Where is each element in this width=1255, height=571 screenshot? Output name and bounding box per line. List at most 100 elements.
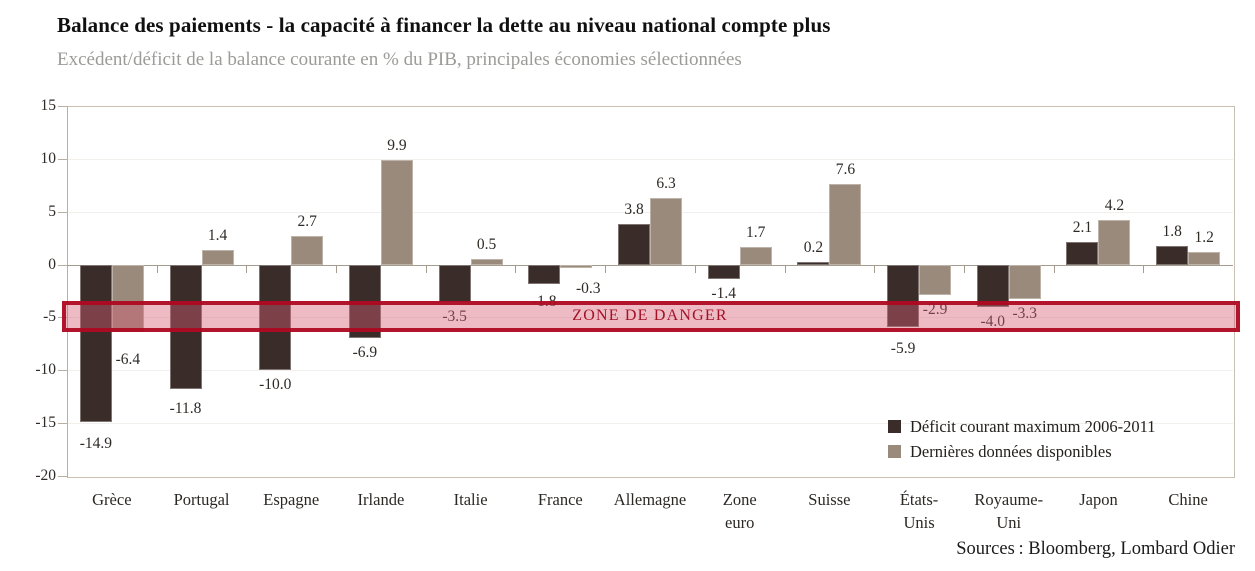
legend-label: Dernières données disponibles bbox=[910, 441, 1112, 461]
legend-swatch-dark-icon bbox=[888, 420, 901, 433]
bar bbox=[707, 264, 740, 280]
bar-value-label: 1.2 bbox=[1194, 228, 1214, 246]
y-axis-tick-label: -20 bbox=[35, 467, 56, 484]
bar-value-label: -3.5 bbox=[442, 307, 467, 325]
bar-value-label: -4.0 bbox=[980, 312, 1006, 330]
x-axis-category-label: Italie bbox=[453, 490, 488, 509]
bar bbox=[291, 236, 324, 265]
y-axis-tick-label: 5 bbox=[48, 202, 56, 220]
y-axis-tick bbox=[58, 158, 67, 160]
y-axis-tick bbox=[58, 106, 67, 107]
bar-value-label: -6.4 bbox=[115, 351, 141, 369]
x-axis-tick bbox=[694, 265, 696, 273]
y-axis-tick-label: 15 bbox=[40, 97, 57, 114]
x-axis-category-label: Royaume- Uni bbox=[974, 490, 1044, 532]
gridline bbox=[67, 158, 1233, 160]
danger-zone-label: ZONE DE DANGER bbox=[572, 307, 728, 325]
bar bbox=[79, 264, 112, 423]
bar bbox=[528, 264, 561, 284]
bar-value-label: -6.9 bbox=[352, 343, 378, 361]
legend: Déficit courant maximum 2006-2011 Derniè… bbox=[888, 414, 1155, 464]
chart-subtitle: Excédent/déficit de la balance courante … bbox=[57, 49, 742, 70]
y-axis-tick-label: 10 bbox=[40, 149, 57, 167]
bar-value-label: 0.5 bbox=[476, 236, 497, 254]
zero-baseline bbox=[67, 264, 1233, 266]
x-axis-category-label: Portugal bbox=[173, 490, 230, 509]
y-axis-tick-label: -5 bbox=[43, 308, 56, 326]
danger-zone-band bbox=[62, 300, 1240, 333]
x-axis-tick bbox=[156, 265, 158, 273]
bar-value-label: -3.3 bbox=[1012, 305, 1038, 323]
x-axis-tick bbox=[874, 265, 876, 273]
x-axis-tick bbox=[425, 265, 427, 273]
bar bbox=[259, 264, 292, 371]
bar-value-label: 1.4 bbox=[207, 226, 228, 244]
y-axis-tick-label: 0 bbox=[48, 255, 56, 273]
bar bbox=[618, 224, 650, 265]
bar-value-label: -2.9 bbox=[922, 301, 948, 319]
bar-value-label: -11.8 bbox=[169, 400, 202, 418]
x-axis-category-label: Irlande bbox=[357, 490, 405, 509]
bar bbox=[1188, 251, 1221, 265]
legend-item-deficit: Déficit courant maximum 2006-2011 bbox=[888, 414, 1155, 439]
bar-value-label: 2.7 bbox=[297, 213, 317, 231]
x-axis-category-label: Allemagne bbox=[613, 490, 687, 509]
bar bbox=[739, 246, 772, 265]
bar bbox=[438, 264, 471, 302]
bar-value-label: 0.2 bbox=[803, 239, 824, 257]
bar bbox=[380, 159, 413, 265]
bar bbox=[1066, 242, 1099, 265]
bar-value-label: -5.9 bbox=[890, 339, 916, 357]
bar-value-label: 1.8 bbox=[1162, 222, 1182, 240]
plot-area bbox=[67, 106, 1235, 478]
bar bbox=[976, 264, 1009, 307]
y-axis-tick bbox=[58, 423, 67, 425]
bar-value-label: 4.2 bbox=[1104, 197, 1125, 215]
bar-value-label: 6.3 bbox=[656, 174, 676, 192]
x-axis-tick bbox=[1143, 265, 1145, 273]
bar-value-label: -1.4 bbox=[711, 285, 736, 303]
y-axis-tick bbox=[58, 370, 67, 372]
x-axis-category-label: Zone euro bbox=[722, 490, 757, 532]
y-axis-tick bbox=[58, 476, 67, 477]
bar-value-label: -10.0 bbox=[259, 376, 292, 394]
legend-item-latest: Dernières données disponibles bbox=[888, 439, 1155, 464]
bar-value-label: -14.9 bbox=[79, 435, 112, 453]
bar-value-label: 7.6 bbox=[835, 161, 856, 179]
bar bbox=[887, 264, 920, 327]
bar-value-label: 3.8 bbox=[624, 201, 644, 219]
y-axis-tick-label: -15 bbox=[35, 414, 56, 432]
x-axis-tick bbox=[246, 265, 248, 273]
legend-label: Déficit courant maximum 2006-2011 bbox=[910, 416, 1156, 436]
bar-value-label: 1.7 bbox=[746, 223, 766, 241]
x-axis-tick bbox=[336, 265, 338, 273]
bar bbox=[1156, 245, 1189, 265]
legend-swatch-tan-icon bbox=[888, 445, 901, 458]
x-axis-tick bbox=[784, 265, 786, 273]
bar-value-label: 2.1 bbox=[1072, 219, 1093, 237]
bar bbox=[169, 264, 202, 390]
bar-value-label: -0.3 bbox=[576, 279, 601, 297]
x-axis-category-label: Espagne bbox=[263, 490, 320, 509]
bar bbox=[201, 249, 234, 265]
x-axis-tick bbox=[605, 265, 607, 273]
x-axis-tick bbox=[1053, 265, 1055, 273]
chart-title: Balance des paiements - la capacité à fi… bbox=[57, 13, 831, 37]
bar bbox=[829, 184, 862, 265]
x-axis-category-label: États- Unis bbox=[899, 490, 939, 532]
x-axis-tick bbox=[963, 265, 965, 273]
bar bbox=[560, 264, 593, 268]
x-axis-tick bbox=[515, 265, 517, 273]
source-note: Sources : Bloomberg, Lombard Odier bbox=[956, 539, 1235, 559]
x-axis-category-label: France bbox=[537, 490, 583, 509]
bar bbox=[1098, 220, 1131, 265]
gridline bbox=[67, 423, 1233, 425]
bar bbox=[1008, 264, 1041, 300]
x-axis-category-label: Grèce bbox=[92, 490, 132, 509]
bar bbox=[650, 197, 682, 265]
bar-value-label: 9.9 bbox=[387, 136, 407, 154]
y-axis-tick bbox=[58, 264, 67, 266]
x-axis-category-label: Japon bbox=[1079, 490, 1118, 509]
gridline bbox=[67, 317, 1233, 319]
